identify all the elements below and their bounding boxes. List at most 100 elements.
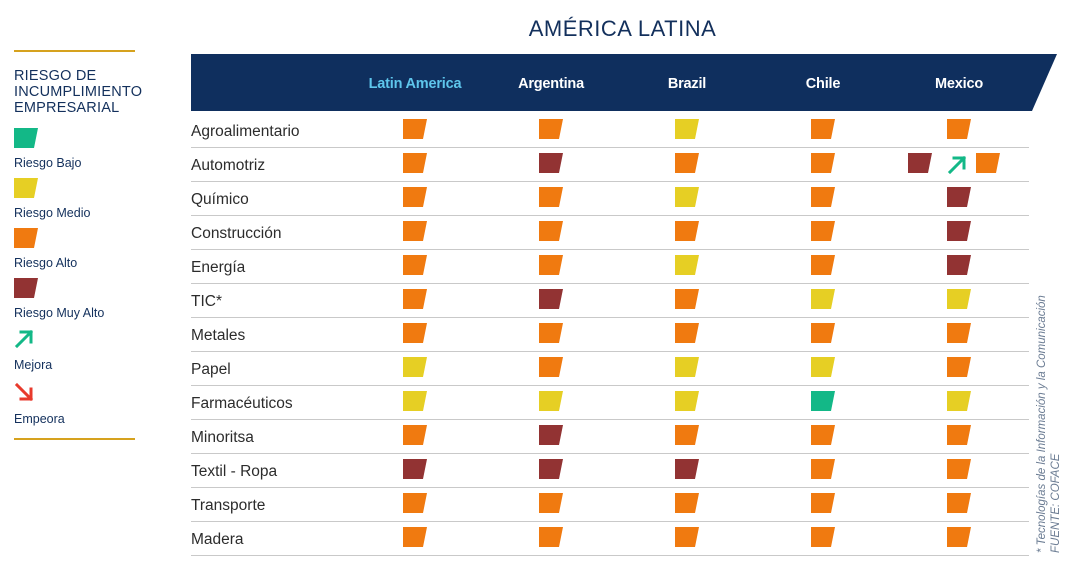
row-label: Transporte — [191, 497, 266, 514]
legend-swatch — [14, 382, 38, 402]
risk-mark-alto — [539, 493, 563, 513]
risk-cell — [947, 187, 971, 207]
risk-cell — [539, 357, 563, 377]
row-label: Construcción — [191, 225, 282, 242]
risk-mark-alto — [539, 255, 563, 275]
risk-mark-alto — [811, 119, 835, 139]
table-row: Papel — [191, 351, 1029, 386]
risk-cell — [675, 357, 699, 377]
risk-mark-alto — [403, 119, 427, 139]
legend-label: Riesgo Muy Alto — [14, 306, 105, 320]
risk-cell — [947, 391, 971, 411]
risk-mark-medio — [539, 391, 563, 411]
risk-mark-alto — [811, 425, 835, 445]
risk-cell — [675, 493, 699, 513]
risk-mark-alto — [947, 119, 971, 139]
risk-mark-medio — [675, 187, 699, 207]
risk-cell — [403, 527, 427, 547]
risk-mark-alto — [811, 187, 835, 207]
risk-cell — [811, 221, 835, 241]
risk-cell — [811, 119, 835, 139]
risk-cell-previous — [908, 153, 932, 173]
row-label: Minoritsa — [191, 429, 254, 446]
risk-mark-muy_alto — [947, 187, 971, 207]
column-header-argentina: Argentina — [518, 76, 584, 92]
arrow-down-right-icon — [14, 382, 34, 402]
risk-mark-alto — [539, 357, 563, 377]
table-row: Energía — [191, 249, 1029, 284]
table-row: TIC* — [191, 283, 1029, 318]
legend-title: RIESGO DE INCUMPLIMIENTO EMPRESARIAL — [14, 68, 143, 116]
risk-mark-alto — [539, 187, 563, 207]
risk-mark-alto — [811, 153, 835, 173]
risk-mark-medio — [675, 391, 699, 411]
risk-cell — [811, 357, 835, 377]
legend-swatch — [14, 228, 38, 248]
row-label: Madera — [191, 531, 244, 548]
risk-cell — [675, 119, 699, 139]
legend: RIESGO DE INCUMPLIMIENTO EMPRESARIAL Rie… — [14, 50, 143, 440]
row-label: TIC* — [191, 293, 222, 310]
risk-cell — [947, 425, 971, 445]
risk-cell — [403, 255, 427, 275]
legend-swatch-shape — [14, 278, 38, 298]
risk-cell — [675, 187, 699, 207]
risk-cell — [675, 289, 699, 309]
risk-mark-muy_alto — [947, 255, 971, 275]
row-label: Farmacéuticos — [191, 395, 293, 412]
risk-mark-alto — [947, 323, 971, 343]
table-row: Transporte — [191, 487, 1029, 522]
table-row: Químico — [191, 181, 1029, 216]
risk-cell — [947, 289, 971, 309]
risk-mark-alto — [403, 255, 427, 275]
table-row: Metales — [191, 317, 1029, 352]
risk-cell — [675, 391, 699, 411]
row-label: Papel — [191, 361, 231, 378]
risk-cell — [811, 153, 835, 173]
risk-cell — [675, 221, 699, 241]
risk-mark-medio — [811, 357, 835, 377]
risk-cell — [811, 391, 835, 411]
risk-cell — [675, 527, 699, 547]
risk-cell — [811, 459, 835, 479]
risk-cell — [403, 459, 427, 479]
legend-swatch-shape — [14, 128, 38, 148]
risk-cell — [947, 493, 971, 513]
risk-cell — [947, 527, 971, 547]
risk-cell — [539, 119, 563, 139]
risk-mark-medio — [947, 391, 971, 411]
risk-mark-alto — [403, 153, 427, 173]
legend-item-mejora: Mejora — [14, 328, 136, 382]
risk-cell — [811, 255, 835, 275]
legend-item-riesgo-bajo: Riesgo Bajo — [14, 128, 136, 178]
risk-cell — [403, 323, 427, 343]
row-label: Energía — [191, 259, 246, 276]
risk-cell — [539, 221, 563, 241]
risk-mark-muy_alto — [947, 221, 971, 241]
risk-cell — [539, 527, 563, 547]
risk-mark-alto — [539, 323, 563, 343]
legend-swatch — [14, 128, 38, 148]
legend-swatch-shape — [14, 228, 38, 248]
risk-mark-alto — [539, 527, 563, 547]
risk-cell — [403, 221, 427, 241]
legend-swatch — [14, 278, 38, 298]
risk-mark-alto — [675, 527, 699, 547]
risk-cell — [539, 323, 563, 343]
risk-cell — [811, 187, 835, 207]
table-row: Minoritsa — [191, 419, 1029, 454]
side-note-source: FUENTE: COFACE — [1050, 453, 1062, 553]
table-row: Madera — [191, 521, 1029, 556]
risk-mark-alto — [403, 187, 427, 207]
risk-cell — [947, 255, 971, 275]
table-row: Textil - Ropa — [191, 453, 1029, 488]
legend-item-riesgo-muy-alto: Riesgo Muy Alto — [14, 278, 136, 328]
column-header-brazil: Brazil — [667, 76, 707, 92]
page-title: AMÉRICA LATINA — [190, 16, 1055, 42]
risk-mark-alto — [811, 527, 835, 547]
risk-mark-muy_alto — [403, 459, 427, 479]
risk-mark-medio — [675, 357, 699, 377]
trend-cell — [947, 154, 971, 174]
risk-cell — [811, 323, 835, 343]
risk-cell — [947, 323, 971, 343]
